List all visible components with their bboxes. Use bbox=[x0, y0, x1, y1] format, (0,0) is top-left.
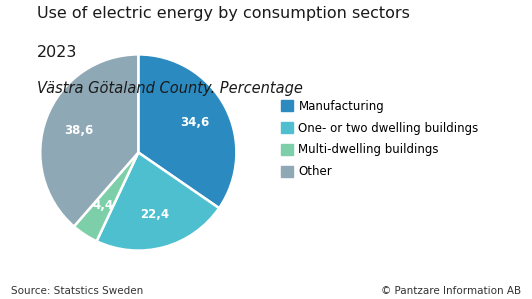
Text: 22,4: 22,4 bbox=[140, 208, 170, 221]
Text: Source: Statstics Sweden: Source: Statstics Sweden bbox=[11, 286, 143, 296]
Wedge shape bbox=[138, 54, 236, 208]
Text: Västra Götaland County. Percentage: Västra Götaland County. Percentage bbox=[37, 81, 303, 96]
Text: 2023: 2023 bbox=[37, 45, 78, 60]
Wedge shape bbox=[40, 54, 138, 226]
Legend: Manufacturing, One- or two dwelling buildings, Multi-dwelling buildings, Other: Manufacturing, One- or two dwelling buil… bbox=[277, 96, 483, 182]
Wedge shape bbox=[97, 152, 219, 251]
Text: 34,6: 34,6 bbox=[180, 116, 210, 129]
Wedge shape bbox=[74, 152, 138, 241]
Text: © Pantzare Information AB: © Pantzare Information AB bbox=[381, 286, 521, 296]
Text: 38,6: 38,6 bbox=[64, 124, 93, 137]
Text: Use of electric energy by consumption sectors: Use of electric energy by consumption se… bbox=[37, 6, 410, 21]
Text: 4,4: 4,4 bbox=[93, 199, 114, 212]
